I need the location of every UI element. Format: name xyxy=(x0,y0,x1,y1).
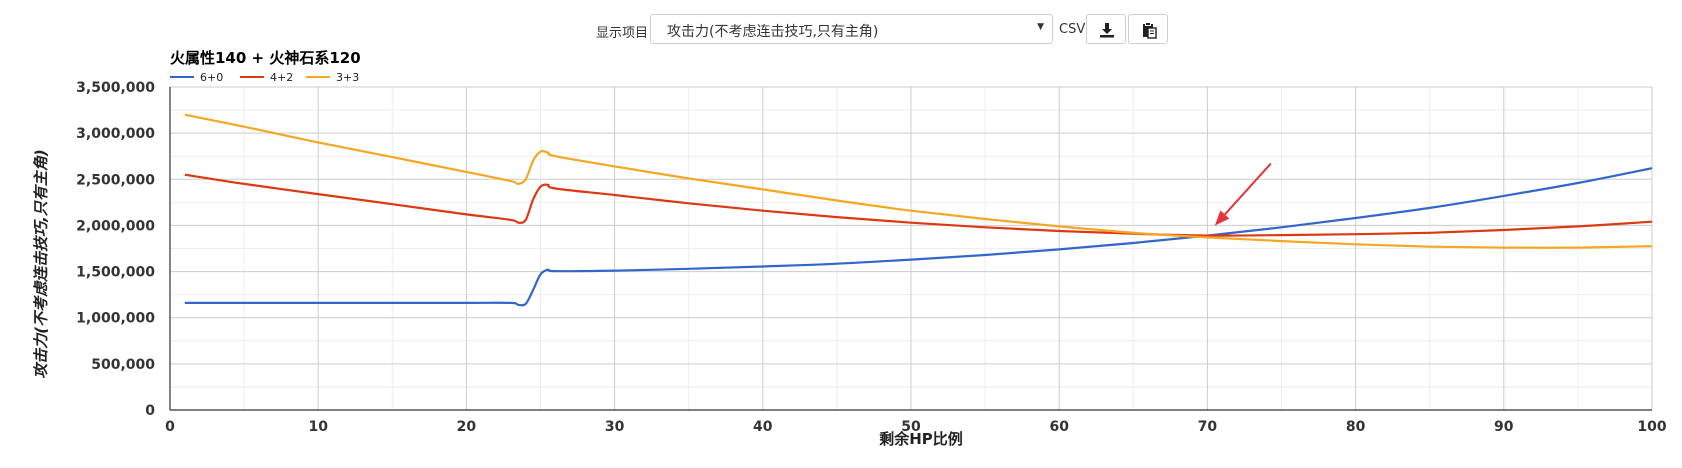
y-tick-label: 2,000,000 xyxy=(76,218,155,234)
display-item-select[interactable]: 攻击力(不考虑连击技巧,只有主角) ▼ xyxy=(650,14,1053,44)
display-item-label: 显示项目 xyxy=(596,26,649,41)
y-tick-label: 1,500,000 xyxy=(76,265,155,281)
x-tick-label: 70 xyxy=(1198,419,1218,435)
axes: 0 10 20 30 40 50 60 70 80 90 100 0 500,000 1,000,000 1… xyxy=(76,80,1667,435)
y-tick-label: 0 xyxy=(145,403,155,419)
legend-label: 3+3 xyxy=(336,71,359,84)
y-tick-label: 500,000 xyxy=(91,357,155,373)
arrow-head xyxy=(1214,210,1230,226)
clipboard-icon xyxy=(1143,22,1157,39)
chevron-down-icon: ▼ xyxy=(1037,22,1044,32)
y-tick-label: 1,000,000 xyxy=(76,311,155,327)
csv-label: CSV xyxy=(1059,22,1086,37)
legend-label: 4+2 xyxy=(270,71,293,84)
display-item-select-value: 攻击力(不考虑连击技巧,只有主角) xyxy=(667,24,879,40)
x-tick-label: 10 xyxy=(308,419,328,435)
arrow-shaft xyxy=(1224,162,1272,216)
download-csv-button[interactable] xyxy=(1086,14,1126,44)
y-tick-label: 3,000,000 xyxy=(76,126,155,142)
x-tick-label: 90 xyxy=(1494,419,1514,435)
toolbar: 显示项目 攻击力(不考虑连击技巧,只有主角) ▼ CSV xyxy=(0,14,1682,46)
annotation-arrow xyxy=(1214,162,1272,226)
x-axis-label: 剩余HP比例 xyxy=(879,430,963,448)
series-line-4+2 xyxy=(184,173,1653,237)
series-line-6+0 xyxy=(184,167,1653,307)
series-line-3+3 xyxy=(184,113,1653,249)
y-tick-label: 3,500,000 xyxy=(76,80,155,96)
x-tick-label: 100 xyxy=(1637,419,1666,435)
chart-title: 火属性140 + 火神石系120 xyxy=(170,49,361,67)
series-lines xyxy=(184,113,1653,307)
x-tick-label: 80 xyxy=(1346,419,1366,435)
x-tick-label: 40 xyxy=(753,419,773,435)
x-tick-label: 50 xyxy=(901,419,921,435)
legend-label: 6+0 xyxy=(200,71,223,84)
grid xyxy=(169,86,1653,411)
x-tick-label: 0 xyxy=(165,419,175,435)
y-tick-label: 2,500,000 xyxy=(76,172,155,188)
download-icon xyxy=(1100,23,1114,38)
x-tick-label: 30 xyxy=(605,419,625,435)
legend: 6+0 4+2 3+3 xyxy=(170,71,359,84)
x-tick-label: 60 xyxy=(1049,419,1069,435)
x-tick-label: 20 xyxy=(457,419,477,435)
copy-clipboard-button[interactable] xyxy=(1128,14,1168,44)
y-axis-label: 攻击力(不考虑连击技巧,只有主角) xyxy=(32,149,50,378)
